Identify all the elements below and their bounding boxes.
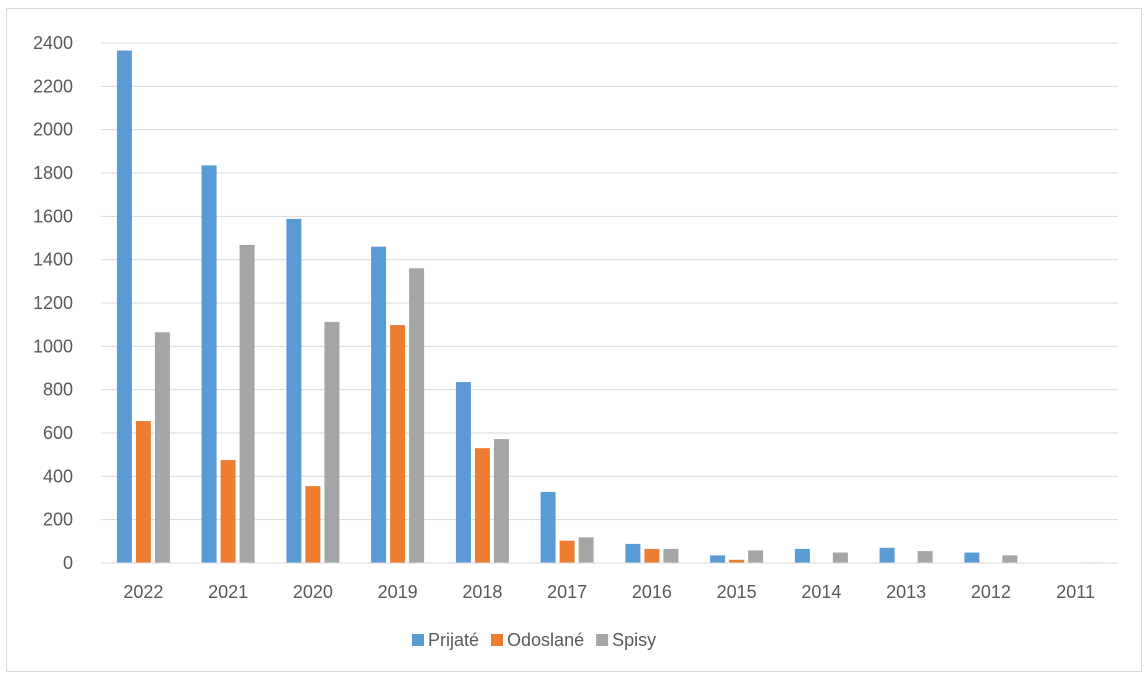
bar-odoslané-2022: [135, 421, 151, 563]
y-tick-label: 1600: [33, 206, 73, 226]
x-tick-label: 2021: [208, 582, 248, 602]
y-tick-label: 0: [63, 553, 73, 573]
x-tick-label: 2018: [462, 582, 502, 602]
x-tick-label: 2022: [123, 582, 163, 602]
bar-odoslané-2021: [220, 460, 236, 563]
bar-spisy-2019: [409, 268, 425, 563]
bar-spisy-2018: [493, 439, 509, 563]
x-tick-label: 2020: [293, 582, 333, 602]
y-tick-label: 1800: [33, 163, 73, 183]
chart-frame: 0 200 400 600 800 1000 1200 1400 1600 1800 2000 220…: [6, 8, 1142, 672]
bar-spisy-2014: [832, 552, 848, 563]
bar-odoslané-2019: [390, 325, 406, 563]
bar-odoslané-2017: [559, 540, 575, 563]
bar-prijaté-2012: [964, 552, 980, 563]
y-tick-label: 2200: [33, 76, 73, 96]
bar-prijaté-2014: [794, 548, 810, 563]
x-tick-label: 2017: [547, 582, 587, 602]
legend: Prijaté Odoslané Spisy: [412, 630, 656, 650]
bar-odoslané-2020: [305, 486, 321, 563]
y-tick-label: 200: [43, 510, 73, 530]
y-axis-tick-labels: 0 200 400 600 800 1000 1200 1400 1600 1800 2000 220…: [33, 33, 73, 573]
x-axis-tick-labels: 2022 2021 2020 2019 2018 2017 2016 2015 2014 2013…: [123, 582, 1095, 602]
bar-spisy-2021: [239, 244, 255, 563]
bar-prijaté-2016: [625, 543, 641, 563]
x-tick-label: 2013: [886, 582, 926, 602]
x-tick-label: 2014: [801, 582, 841, 602]
x-tick-label: 2015: [717, 582, 757, 602]
legend-label: Prijaté: [428, 630, 479, 650]
legend-swatch-spisy: [596, 634, 609, 646]
legend-label: Spisy: [612, 630, 656, 650]
gridlines: [101, 42, 1118, 521]
bar-prijaté-2018: [455, 382, 471, 563]
x-tick-label: 2019: [378, 582, 418, 602]
bar-spisy-2015: [748, 550, 764, 563]
bar-prijaté-2013: [879, 547, 895, 563]
legend-swatch-odoslané: [491, 634, 504, 646]
bar-spisy-2013: [917, 551, 933, 563]
bar-spisy-2022: [154, 332, 170, 564]
x-tick-label: 2016: [632, 582, 672, 602]
legend-swatch-prijaté: [412, 634, 424, 646]
bar-prijaté-2020: [286, 218, 302, 563]
bar-spisy-2020: [324, 321, 340, 563]
bar-spisy-2016: [663, 548, 679, 563]
y-tick-label: 2400: [33, 33, 73, 53]
bar-prijaté-2017: [540, 491, 556, 563]
y-tick-label: 800: [43, 380, 73, 400]
bar-prijaté-2021: [201, 165, 217, 563]
bar-odoslané-2018: [474, 448, 490, 563]
bar-spisy-2017: [578, 537, 594, 563]
bar-odoslané-2015: [729, 559, 745, 564]
y-tick-label: 600: [43, 423, 73, 443]
y-tick-label: 400: [43, 466, 73, 486]
bar-odoslané-2016: [644, 548, 660, 563]
legend-label: Odoslané: [507, 630, 584, 650]
bar-prijaté-2022: [116, 50, 132, 564]
x-tick-label: 2012: [971, 582, 1011, 602]
bar-spisy-2012: [1002, 555, 1018, 563]
bars: [116, 50, 1103, 564]
y-tick-label: 2000: [33, 120, 73, 140]
y-tick-label: 1400: [33, 250, 73, 270]
x-tick-label: 2011: [1056, 582, 1095, 602]
y-tick-label: 1200: [33, 293, 73, 313]
y-tick-label: 1000: [33, 336, 73, 356]
bar-prijaté-2019: [371, 246, 387, 563]
bar-chart: 0 200 400 600 800 1000 1200 1400 1600 1800 2000 220…: [33, 33, 1118, 650]
bar-prijaté-2015: [710, 555, 726, 563]
